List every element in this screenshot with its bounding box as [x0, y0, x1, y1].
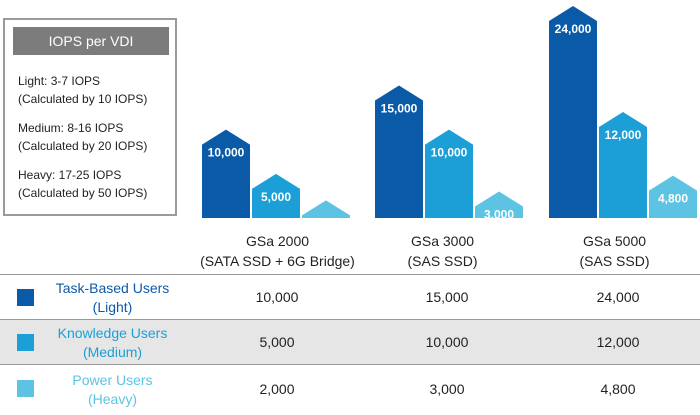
table-row-light: Task-Based Users (Light) 10,000 15,000 2…: [0, 274, 700, 319]
bar: [549, 6, 597, 218]
bar-value-label: 12,000: [605, 128, 642, 142]
category-detail: (SAS SSD): [579, 253, 650, 269]
row-label: Power Users (Heavy): [40, 371, 185, 409]
row-label-line1: Task-Based Users: [55, 280, 170, 296]
heavy-swatch: [17, 380, 34, 397]
bar-chart: 10,000 15,000 24,000 5,000 10,000 12,000 2,000…: [202, 6, 697, 230]
legend-medium-line1: Medium: 8-16 IOPS: [18, 121, 124, 135]
row-label: Knowledge Users (Medium): [40, 324, 185, 362]
bar: [599, 112, 647, 218]
row-label-line1: Knowledge Users: [57, 325, 168, 341]
table-cell: 12,000: [596, 334, 640, 350]
table-row-heavy: Power Users (Heavy) 2,000 3,000 4,800: [0, 364, 700, 415]
category-name: GSa 5000: [582, 233, 647, 249]
table-cell: 24,000: [596, 289, 640, 305]
bar-value-label: 3,000: [484, 208, 514, 222]
table-cell: 5,000: [259, 334, 295, 350]
legend-medium-line2: (Calculated by 20 IOPS): [18, 139, 148, 153]
bar-value-label: 10,000: [208, 146, 245, 160]
row-label: Task-Based Users (Light): [40, 279, 185, 317]
iops-legend-box: IOPS per VDI Light: 3-7 IOPS (Calculated…: [3, 18, 177, 216]
table-row-medium: Knowledge Users (Medium) 5,000 10,000 12…: [0, 319, 700, 364]
bar-value-label: 5,000: [261, 190, 291, 204]
bar: [475, 191, 523, 218]
category-detail: (SATA SSD + 6G Bridge): [200, 253, 355, 269]
category-label-gsa2000: GSa 2000 (SATA SSD + 6G Bridge): [180, 231, 375, 271]
category-label-gsa3000: GSa 3000 (SAS SSD): [370, 231, 515, 271]
table-cell: 15,000: [425, 289, 469, 305]
bar: [252, 173, 300, 218]
row-label-line1: Power Users: [72, 372, 153, 388]
row-label-line2: (Medium): [82, 344, 143, 360]
legend-title: IOPS per VDI: [13, 27, 169, 55]
bar-value-label: 10,000: [431, 146, 468, 160]
bar-value-label: 24,000: [555, 22, 592, 36]
bar-value-label: 2,000: [311, 216, 341, 230]
light-swatch: [17, 289, 34, 306]
table-cell: 4,800: [600, 381, 636, 397]
medium-swatch: [17, 334, 34, 351]
legend-light-line2: (Calculated by 10 IOPS): [18, 92, 148, 106]
table-cell: 2,000: [259, 381, 295, 397]
category-name: GSa 2000: [245, 233, 310, 249]
bar: [425, 129, 473, 218]
bar-value-label: 4,800: [658, 192, 688, 206]
bar-value-label: 15,000: [381, 102, 418, 116]
row-label-line2: (Heavy): [87, 391, 137, 407]
bar: [302, 200, 350, 218]
table-cell: 10,000: [255, 289, 299, 305]
table-cell: 10,000: [425, 334, 469, 350]
bar: [649, 175, 697, 218]
legend-light-line1: Light: 3-7 IOPS: [18, 74, 101, 88]
bar: [202, 129, 250, 218]
bar: [375, 85, 423, 218]
category-name: GSa 3000: [410, 233, 475, 249]
legend-heavy-line1: Heavy: 17-25 IOPS: [18, 168, 122, 182]
category-label-gsa5000: GSa 5000 (SAS SSD): [542, 231, 687, 271]
row-label-line2: (Light): [92, 299, 133, 315]
table-cell: 3,000: [429, 381, 465, 397]
legend-heavy-line2: (Calculated by 50 IOPS): [18, 186, 148, 200]
category-detail: (SAS SSD): [407, 253, 478, 269]
